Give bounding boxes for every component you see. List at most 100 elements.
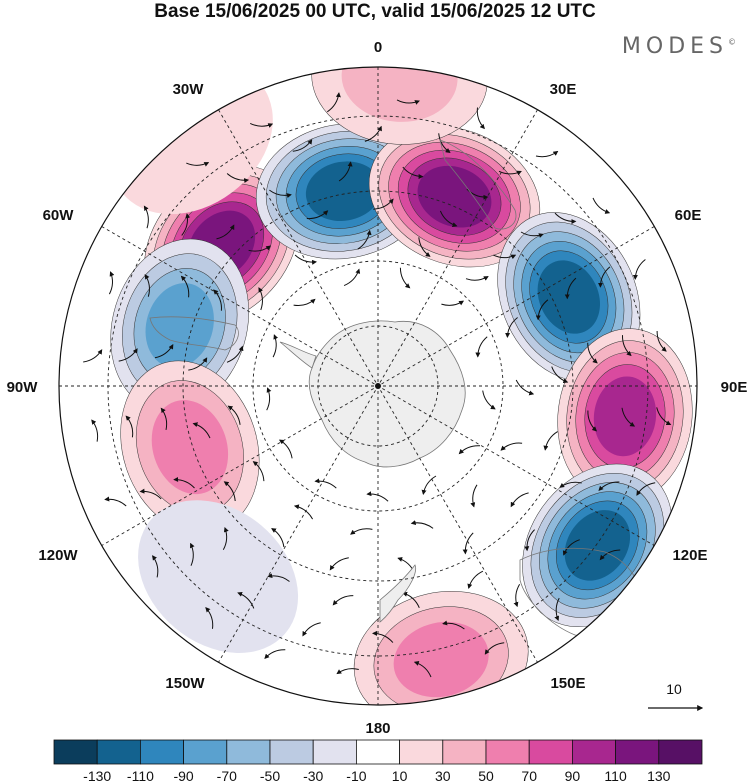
colorbar: -130 -110 -90 -70 -50 -30 -10 10 30 50 70 90 110 130 [53, 739, 703, 783]
longitude-labels: 0 30E 60E 90E 120E 150E 180 150W 120W 90… [7, 39, 748, 737]
streamline-arrow [264, 649, 286, 660]
streamline-arrow [597, 266, 611, 288]
streamline-arrow [248, 245, 272, 252]
south-america-landmass [149, 316, 239, 351]
antarctica-landmass [308, 320, 466, 468]
streamline-arrow [599, 549, 621, 561]
streamline-arrow [515, 379, 535, 396]
streamline-arrow [621, 407, 636, 427]
streamline-arrow [500, 442, 523, 451]
streamline-arrow [294, 254, 317, 265]
streamline-arrow [216, 224, 235, 240]
streamline-arrow [336, 668, 359, 675]
colorbar-tick-label: 90 [565, 768, 581, 783]
anomaly-negative-5 [138, 500, 299, 653]
streamline-arrow [173, 476, 195, 489]
streamline-arrow [484, 642, 505, 655]
streamline-arrow [327, 92, 341, 113]
colorbar-swatch [96, 739, 141, 765]
streamline-arrow [205, 607, 214, 629]
streamline-arrow [267, 573, 290, 582]
streamline-arrow [543, 431, 558, 451]
anomaly-negative-4 [110, 238, 250, 413]
lon-label-150e: 150E [550, 675, 585, 692]
streamline-arrow [621, 335, 632, 357]
streamline-arrow [498, 170, 522, 176]
anomaly-layer [110, 67, 693, 705]
streamline-arrow [272, 334, 279, 358]
colorbar-swatch [572, 739, 617, 765]
lon-label-180: 180 [365, 720, 390, 737]
streamline-arrow [292, 139, 313, 152]
streamline-arrow [364, 125, 382, 142]
colorbar-swatch [399, 739, 444, 765]
colorbar-tick-label: 110 [604, 768, 627, 783]
map-title: Base 15/06/2025 00 UTC, valid 15/06/2025… [154, 1, 596, 22]
colorbar-swatch [528, 739, 573, 765]
vector-key: 10 [648, 681, 704, 711]
colorbar-tick-label: 130 [647, 768, 671, 783]
streamline-arrow [372, 630, 394, 643]
streamline-arrow [152, 555, 159, 578]
streamline-arrow [592, 197, 611, 214]
colorbar-swatch [269, 739, 314, 765]
lon-label-90e: 90E [721, 379, 748, 396]
streamline-arrow [302, 622, 321, 637]
lon-label-120e: 120E [672, 547, 707, 564]
brand-text: MODES [621, 34, 728, 59]
streamline-arrow [188, 357, 208, 371]
colorbar-tick-label: -70 [217, 768, 237, 783]
streamline-arrow [510, 492, 529, 508]
streamline-arrow [192, 422, 211, 439]
streamline-arrow [656, 407, 672, 426]
streamline-arrow [462, 532, 474, 555]
map-border [58, 66, 698, 706]
streamline-arrow [562, 539, 580, 556]
streamline-arrow [513, 584, 521, 608]
streamline-arrow [104, 496, 127, 507]
streamline-arrow [470, 484, 478, 508]
streamline-arrow [144, 274, 150, 297]
streamline-arrow [442, 620, 465, 630]
streamline-arrow [535, 299, 549, 321]
streamline-arrow [559, 481, 582, 488]
streamline-arrow [413, 661, 432, 678]
streamline-arrow [181, 213, 191, 236]
colorbar-swatch [658, 739, 703, 765]
africa-landmass [439, 139, 517, 230]
streamline-arrow [402, 591, 420, 608]
streamline-arrow [338, 161, 353, 182]
colorbar-tick-label: -30 [303, 768, 323, 783]
colorbar-tick-label: -90 [173, 768, 193, 783]
streamline-arrow [125, 415, 134, 438]
south-pole-marker [375, 383, 381, 389]
streamline-arrow [357, 229, 372, 250]
streamline-arrow [293, 298, 316, 306]
streamline-arrow [402, 166, 424, 180]
colorbar-tick-label: 50 [478, 768, 494, 783]
streamline-arrow [237, 591, 255, 609]
lon-label-60e: 60E [675, 207, 702, 224]
brand-copyright-mark: © [728, 37, 736, 47]
streamline-arrow [306, 210, 329, 220]
streamline-arrow [636, 482, 656, 496]
streamline-arrow [293, 504, 314, 520]
streamline-arrow [632, 259, 646, 280]
colorbar-tick-label: 10 [392, 768, 408, 783]
streamline-arrow [418, 237, 431, 257]
lon-label-30e: 30E [550, 81, 577, 98]
lon-label-150w: 150W [165, 675, 205, 692]
colorbar-tick-label: -50 [260, 768, 280, 783]
streamline-arrow [271, 528, 285, 548]
streamline-arrow [332, 595, 354, 606]
streamline-arrow [160, 407, 168, 431]
streamline-arrow [83, 349, 103, 363]
streamline-arrow [180, 275, 190, 298]
colorbar-swatch [183, 739, 228, 765]
colorbar-swatch [226, 739, 271, 765]
streamline-arrow [91, 419, 99, 442]
colorbar-tick-label: -10 [346, 768, 366, 783]
streamline-arrow [329, 557, 349, 571]
streamline-arrow [266, 387, 272, 411]
